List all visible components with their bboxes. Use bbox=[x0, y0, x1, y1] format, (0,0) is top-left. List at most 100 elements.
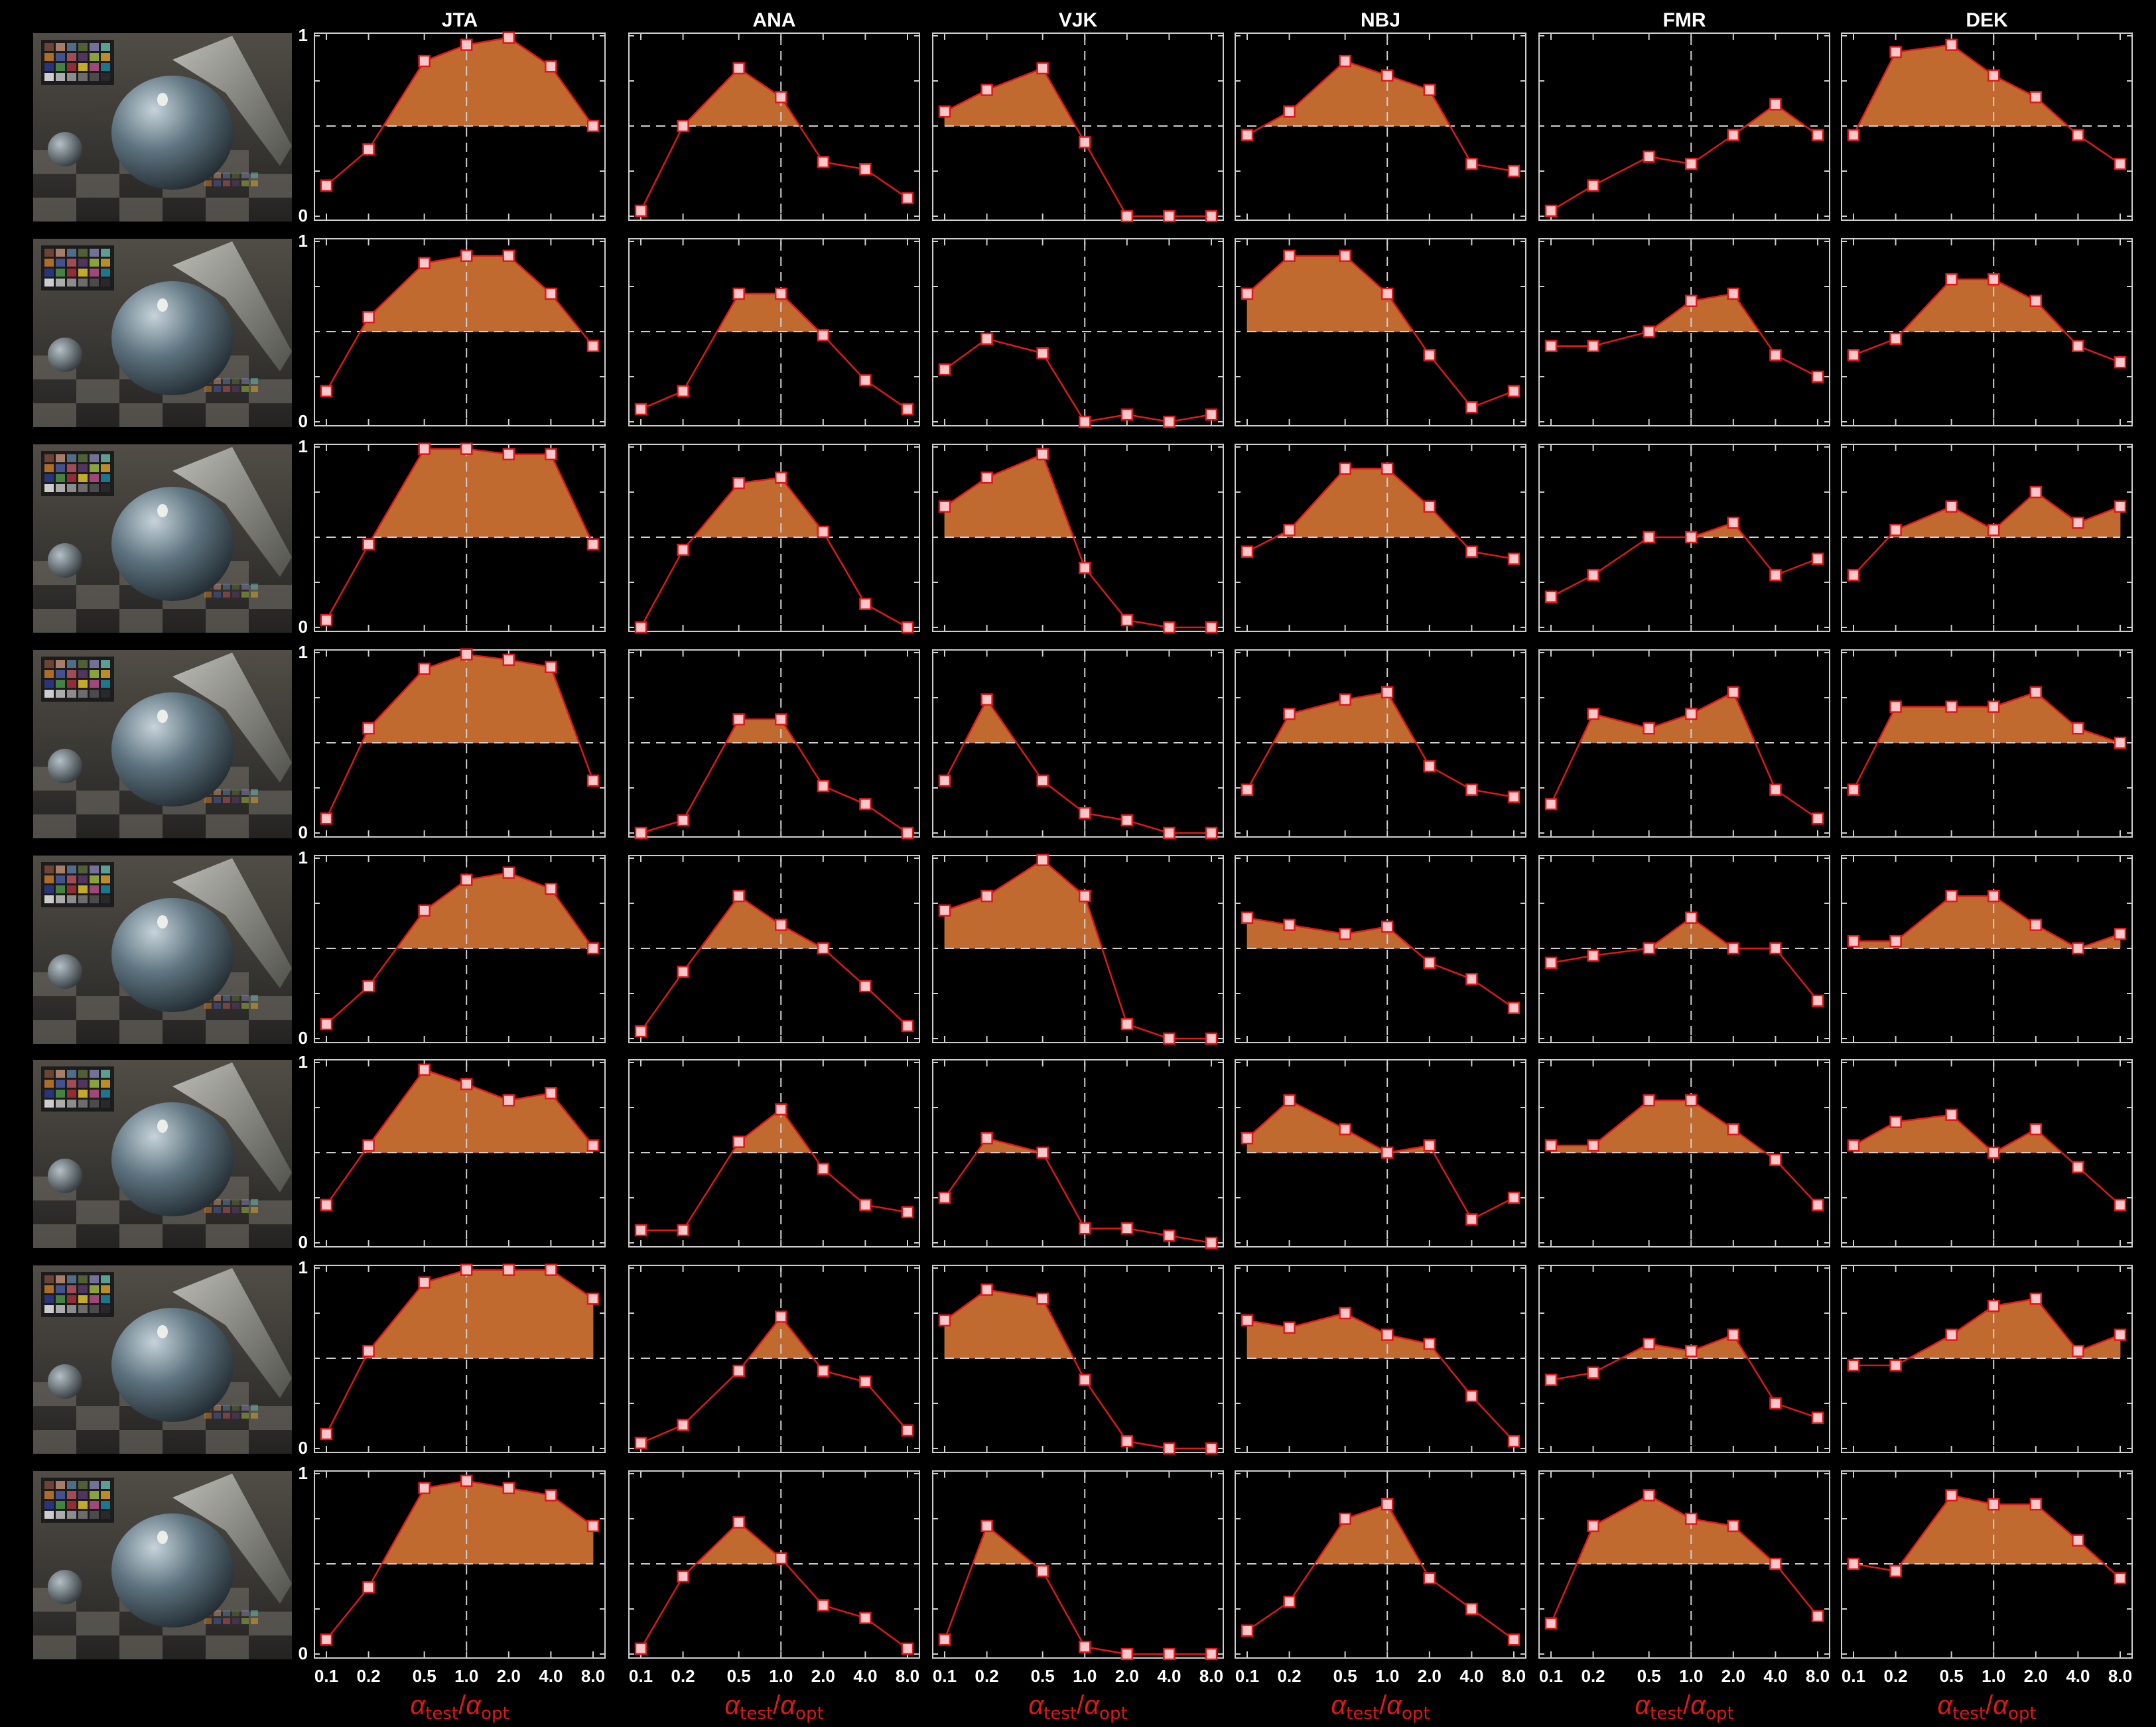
data-point bbox=[1945, 889, 1958, 903]
data-point bbox=[320, 1017, 333, 1031]
data-point bbox=[545, 287, 557, 300]
panel-nbj-row-1 bbox=[1235, 32, 1526, 221]
data-point bbox=[1727, 287, 1740, 300]
data-point bbox=[2072, 1534, 2084, 1547]
rendered-scene-thumbnail bbox=[33, 856, 292, 1044]
data-point bbox=[1423, 1572, 1436, 1585]
rendered-scene-thumbnail bbox=[33, 650, 292, 838]
x-tick-label: 0.2 bbox=[1278, 1666, 1302, 1686]
data-point bbox=[2114, 157, 2127, 170]
data-point bbox=[1727, 1328, 1740, 1341]
data-point bbox=[1889, 1359, 1902, 1372]
rendered-scene-thumbnail bbox=[33, 1471, 292, 1659]
data-point bbox=[1987, 69, 2000, 82]
data-point bbox=[1120, 210, 1134, 223]
data-point bbox=[1205, 210, 1218, 223]
data-point bbox=[1078, 136, 1091, 149]
data-point bbox=[1769, 1153, 1782, 1167]
data-point bbox=[1381, 287, 1394, 300]
series-line bbox=[944, 338, 1212, 423]
data-point bbox=[586, 1139, 600, 1152]
data-point bbox=[362, 1581, 375, 1594]
data-point bbox=[362, 722, 375, 735]
panel-dek-row-2 bbox=[1841, 238, 2133, 426]
data-point bbox=[1283, 708, 1296, 720]
panel-nbj-row-6 bbox=[1235, 1059, 1526, 1247]
data-point bbox=[362, 538, 375, 551]
data-point bbox=[1465, 401, 1478, 414]
data-point bbox=[2114, 500, 2127, 513]
data-point bbox=[859, 163, 872, 176]
data-point bbox=[817, 525, 830, 539]
data-point bbox=[817, 1163, 830, 1175]
data-point bbox=[586, 340, 600, 353]
data-point bbox=[1847, 1557, 1860, 1570]
data-point bbox=[418, 257, 431, 269]
rendered-scene-thumbnail bbox=[33, 444, 292, 633]
x-axis-label: αtest/αopt bbox=[1028, 1691, 1127, 1724]
data-point bbox=[677, 966, 689, 978]
data-point bbox=[418, 904, 431, 917]
data-point bbox=[1465, 972, 1478, 986]
data-point bbox=[1120, 1017, 1134, 1031]
data-point bbox=[1811, 129, 1824, 141]
data-point bbox=[1847, 349, 1860, 361]
data-point bbox=[1283, 249, 1296, 263]
rendered-scene-thumbnail bbox=[33, 1265, 292, 1454]
panel-jta-row-3: 10 bbox=[299, 436, 606, 637]
data-point bbox=[418, 54, 431, 68]
data-point bbox=[1987, 1146, 2000, 1159]
data-point bbox=[1339, 249, 1351, 263]
data-point bbox=[859, 598, 872, 610]
data-point bbox=[980, 1283, 993, 1296]
y-tick-label: 1 bbox=[299, 231, 308, 251]
data-point bbox=[1241, 287, 1254, 300]
data-point bbox=[901, 826, 914, 840]
data-point bbox=[502, 653, 515, 667]
x-tick-label: 2.0 bbox=[1418, 1666, 1442, 1686]
data-point bbox=[1587, 1519, 1599, 1533]
data-point bbox=[1889, 332, 1902, 346]
data-point bbox=[732, 889, 745, 903]
data-point bbox=[2029, 1123, 2043, 1135]
data-point bbox=[586, 119, 600, 133]
data-point bbox=[1036, 62, 1049, 75]
data-point bbox=[2114, 1328, 2127, 1341]
data-point bbox=[1283, 919, 1296, 931]
data-point bbox=[1120, 1222, 1134, 1235]
panel-fmr-row-4 bbox=[1538, 649, 1830, 838]
x-tick-label: 4.0 bbox=[1763, 1666, 1787, 1686]
data-point bbox=[938, 1633, 951, 1646]
x-tick-label: 0.1 bbox=[1842, 1666, 1865, 1686]
data-point bbox=[1544, 340, 1558, 353]
x-tick-label: 1.0 bbox=[769, 1666, 793, 1686]
panel-fmr-row-2 bbox=[1538, 238, 1830, 426]
x-tick-label: 0.5 bbox=[727, 1666, 751, 1686]
data-point bbox=[1847, 1139, 1860, 1152]
fill-area-above-reference bbox=[1877, 691, 2121, 743]
x-tick-label: 4.0 bbox=[853, 1666, 877, 1686]
x-tick-label: 8.0 bbox=[896, 1666, 919, 1686]
data-point bbox=[1241, 911, 1254, 925]
data-point bbox=[774, 919, 787, 931]
data-point bbox=[545, 882, 557, 895]
panel-ana-row-2 bbox=[628, 238, 920, 426]
data-point bbox=[1507, 1633, 1520, 1646]
x-tick-label: 8.0 bbox=[1806, 1666, 1830, 1686]
data-point bbox=[460, 442, 473, 455]
panel-fmr-row-8 bbox=[1538, 1470, 1830, 1659]
data-point bbox=[1205, 408, 1218, 421]
data-point bbox=[1120, 408, 1134, 421]
series-line bbox=[640, 895, 908, 1032]
data-point bbox=[1684, 1094, 1698, 1107]
data-point bbox=[1381, 462, 1394, 475]
data-point bbox=[1423, 760, 1436, 773]
data-point bbox=[1727, 942, 1740, 955]
observer-header-vjk: VJK bbox=[1059, 9, 1098, 31]
data-point bbox=[1727, 516, 1740, 529]
data-point bbox=[817, 942, 830, 955]
data-point bbox=[1339, 1512, 1351, 1525]
data-point bbox=[545, 1489, 557, 1502]
data-point bbox=[1587, 1366, 1599, 1379]
x-tick-label: 0.1 bbox=[629, 1666, 653, 1686]
